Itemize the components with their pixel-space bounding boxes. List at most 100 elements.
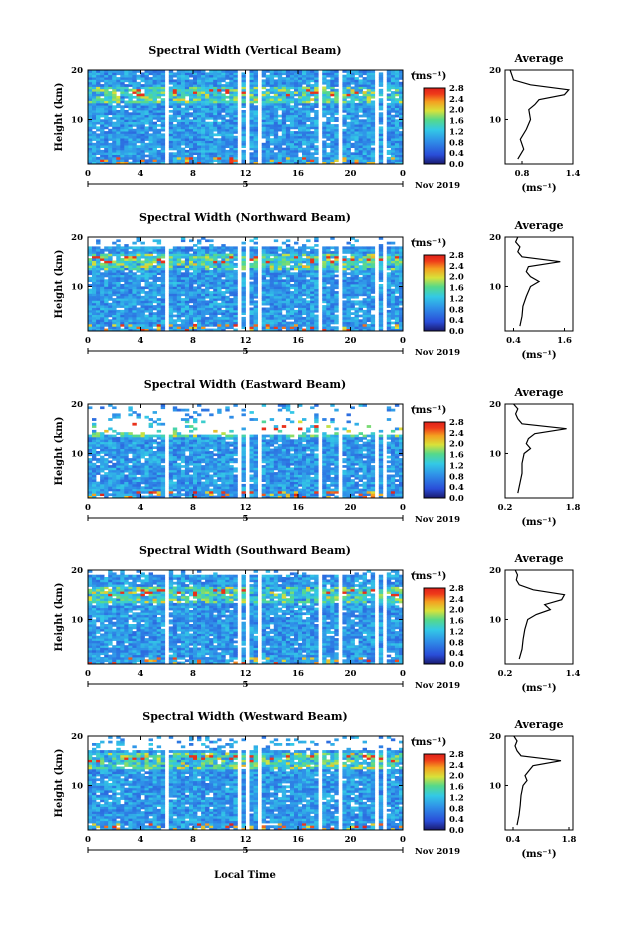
heatmap-cell	[176, 98, 182, 101]
heatmap-cell	[144, 135, 149, 139]
heatmap-cell	[261, 86, 267, 90]
heatmap-cell	[193, 274, 198, 278]
heatmap-cell	[326, 131, 331, 134]
heatmap-cell	[140, 156, 145, 160]
heatmap-cell	[132, 293, 137, 297]
heatmap-cell	[241, 241, 246, 245]
heatmap-cell	[156, 131, 162, 134]
heatmap-cell	[132, 272, 137, 276]
heatmap-cell	[176, 258, 182, 261]
heatmap-cell	[306, 152, 311, 155]
heatmap-cell	[342, 152, 347, 155]
heatmap-cell	[189, 152, 194, 155]
heatmap-cell	[140, 307, 145, 311]
heatmap-cell	[277, 84, 283, 87]
average-profile-line	[509, 69, 570, 160]
heatmap-cell	[96, 265, 101, 268]
heatmap-cell	[124, 251, 129, 254]
heatmap-cell	[386, 105, 392, 108]
heatmap-cell	[156, 102, 162, 106]
heatmap-cell	[350, 288, 355, 292]
heatmap-cell	[285, 291, 291, 294]
heatmap-cell	[116, 142, 121, 146]
heatmap-cell	[160, 159, 166, 162]
heatmap-cell	[265, 269, 271, 273]
heatmap-cell	[354, 154, 359, 158]
heatmap-cell	[326, 102, 331, 106]
heatmap-cell	[148, 258, 153, 261]
heatmap-cell	[209, 126, 214, 130]
heatmap-cell	[310, 110, 315, 113]
heatmap-cell	[354, 267, 359, 271]
heatmap-cell	[326, 276, 331, 280]
heatmap-cell	[354, 291, 359, 294]
heatmap-cell	[265, 328, 271, 332]
heatmap-cell	[394, 93, 400, 97]
heatmap-cell	[88, 105, 93, 108]
heatmap-cell	[112, 248, 117, 252]
heatmap-cell	[314, 140, 319, 144]
heatmap-cell	[322, 288, 327, 292]
heatmap-cell	[197, 241, 202, 245]
heatmap-cell	[209, 274, 214, 278]
heatmap-cell	[116, 276, 121, 280]
heatmap-cell	[366, 95, 372, 99]
heatmap-cell	[370, 302, 376, 306]
heatmap-cell	[366, 154, 372, 158]
heatmap-cell	[277, 302, 283, 306]
heatmap-cell	[100, 307, 105, 311]
heatmap-cell	[265, 98, 271, 101]
heatmap-cell	[285, 276, 291, 280]
colorbar-unit: (ms⁻¹)	[411, 71, 446, 82]
heatmap-cell	[160, 138, 166, 141]
heatmap-cell	[205, 248, 210, 252]
heatmap-cell	[217, 291, 222, 294]
heatmap-cell	[92, 305, 97, 308]
heatmap-cell	[189, 154, 194, 158]
heatmap-cell	[217, 138, 222, 141]
heatmap-cell	[172, 314, 178, 318]
heatmap-cell	[225, 114, 230, 118]
heatmap-cell	[273, 302, 279, 306]
heatmap-cell	[225, 133, 230, 137]
heatmap-cell	[225, 274, 230, 278]
heatmap-cell	[189, 159, 194, 162]
heatmap-cell	[197, 79, 202, 83]
heatmap-cell	[350, 293, 355, 297]
heatmap-cell	[354, 161, 359, 165]
heatmap-cell	[350, 128, 355, 132]
heatmap-cell	[269, 272, 275, 276]
heatmap-cell	[273, 86, 279, 90]
heatmap-cell	[265, 112, 271, 116]
heatmap-cell	[285, 114, 291, 118]
heatmap-cell	[100, 274, 105, 278]
heatmap-cell	[120, 81, 125, 85]
heatmap-cell	[281, 307, 287, 311]
heatmap-cell	[370, 131, 376, 134]
heatmap-cell	[302, 251, 307, 254]
heatmap-cell	[184, 128, 190, 132]
heatmap-cell	[193, 112, 198, 116]
heatmap-cell	[241, 133, 246, 137]
heatmap-cell	[217, 251, 222, 254]
heatmap-cell	[346, 260, 351, 264]
heatmap-cell	[201, 307, 206, 311]
heatmap-cell	[298, 88, 303, 92]
heatmap-cell	[330, 272, 335, 276]
heatmap-cell	[132, 246, 137, 250]
heatmap-cell	[269, 77, 275, 80]
heatmap-cell	[213, 307, 218, 311]
heatmap-cell	[306, 260, 311, 264]
heatmap-cell	[326, 133, 331, 137]
heatmap-cell	[253, 274, 258, 278]
heatmap-cell	[285, 86, 291, 90]
heatmap-cell	[277, 314, 283, 318]
heatmap-cell	[108, 74, 113, 78]
heatmap-cell	[249, 126, 254, 130]
heatmap-cell	[144, 133, 149, 137]
heatmap-cell	[370, 265, 376, 268]
heatmap-cell	[390, 121, 396, 125]
heatmap-cell	[281, 84, 287, 87]
heatmap-cell	[334, 88, 339, 92]
heatmap-cell	[96, 248, 101, 252]
